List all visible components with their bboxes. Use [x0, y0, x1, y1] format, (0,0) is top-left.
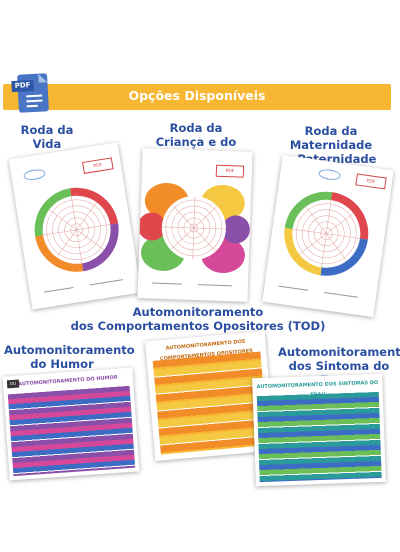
title-tod: Automonitoramento dos Comportamentos Opo… [60, 305, 336, 333]
roda-vida-sheet: PDF [8, 142, 142, 310]
maternity-wheel-chart [284, 191, 369, 276]
child-wheel-chart [137, 182, 250, 273]
title-line-2: do Humor [30, 357, 94, 371]
roda-crianca-sheet: PDF [137, 148, 253, 302]
title-line-1: Roda da [169, 121, 223, 135]
pdf-document-icon: PDF [11, 73, 49, 113]
title-line-2: Vida [32, 137, 62, 151]
title-line-1: Roda da Maternidade [289, 124, 373, 152]
title-line-1: Automonitoramento [278, 345, 400, 359]
title-line-1: Automonitoramento [132, 305, 264, 319]
pdf-label: PDF [11, 79, 34, 93]
banner-title: Opções Disponíveis [128, 88, 266, 103]
title-roda-vida: Roda da Vida [12, 123, 82, 151]
title-humor: Automonitoramento do Humor [4, 343, 135, 371]
roda-maternidade-sheet: PDF [262, 154, 394, 318]
humor-sheet: DU AUTOMONITORAMENTO DO HUMOR [2, 367, 140, 481]
title-line-1: Roda da [20, 123, 74, 137]
title-line-1: Automonitoramento [4, 343, 135, 357]
tdah-sheet: AUTOMONITORAMENTO DOS SINTOMAS DO TDAH [252, 373, 386, 487]
options-banner: Opções Disponíveis [3, 84, 391, 110]
life-wheel-chart [34, 187, 119, 272]
title-line-2: dos Comportamentos Opositores (TOD) [70, 319, 326, 333]
